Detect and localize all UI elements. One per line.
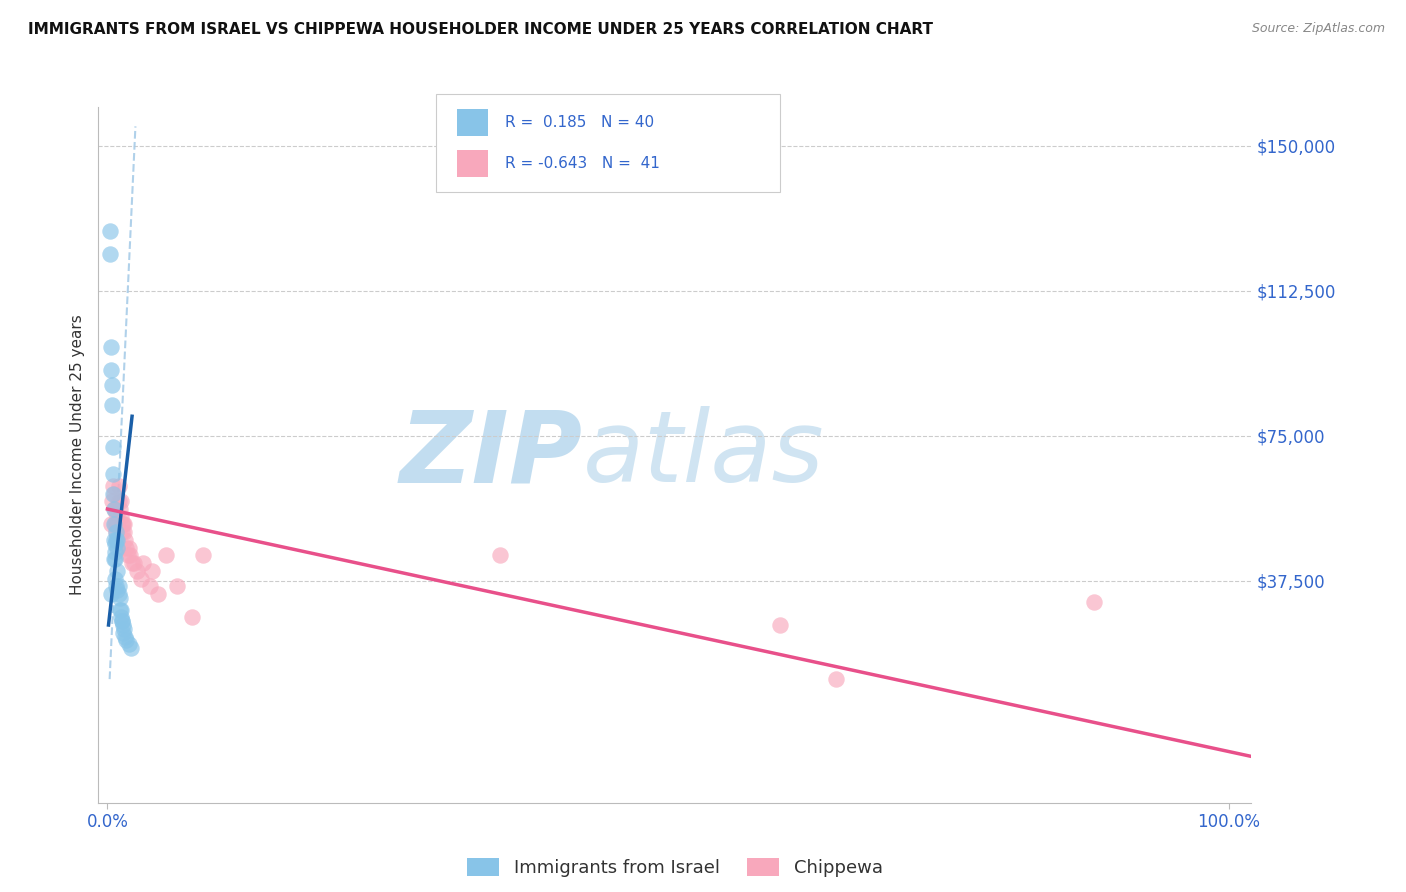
Point bbox=[115, 633, 138, 648]
Point bbox=[103, 502, 125, 516]
Point bbox=[100, 587, 122, 601]
Point bbox=[112, 525, 135, 540]
Point bbox=[103, 502, 125, 516]
Point bbox=[155, 549, 177, 563]
Point bbox=[118, 637, 141, 651]
Legend: Immigrants from Israel, Chippewa: Immigrants from Israel, Chippewa bbox=[460, 851, 890, 884]
Point bbox=[125, 564, 148, 578]
Point bbox=[112, 517, 135, 532]
Point bbox=[146, 587, 169, 601]
Point bbox=[825, 672, 848, 686]
Point bbox=[104, 502, 127, 516]
Point bbox=[110, 494, 132, 508]
Point bbox=[107, 564, 129, 578]
Point bbox=[105, 525, 128, 540]
Point bbox=[180, 610, 202, 624]
Text: atlas: atlas bbox=[582, 407, 824, 503]
Point bbox=[101, 467, 124, 482]
Point bbox=[104, 572, 127, 586]
Point bbox=[100, 340, 122, 354]
Point bbox=[117, 549, 139, 563]
Point bbox=[104, 517, 127, 532]
Point bbox=[141, 564, 163, 578]
Point bbox=[121, 556, 143, 570]
Point bbox=[111, 614, 134, 628]
Point bbox=[110, 610, 132, 624]
Point bbox=[1083, 595, 1105, 609]
Point bbox=[107, 533, 129, 547]
Point bbox=[101, 494, 124, 508]
Point bbox=[110, 509, 132, 524]
Text: IMMIGRANTS FROM ISRAEL VS CHIPPEWA HOUSEHOLDER INCOME UNDER 25 YEARS CORRELATION: IMMIGRANTS FROM ISRAEL VS CHIPPEWA HOUSE… bbox=[28, 22, 934, 37]
Text: R = -0.643   N =  41: R = -0.643 N = 41 bbox=[505, 156, 659, 170]
Y-axis label: Householder Income Under 25 years: Householder Income Under 25 years bbox=[69, 315, 84, 595]
Point bbox=[118, 541, 141, 555]
Point bbox=[139, 579, 162, 593]
Point bbox=[101, 479, 124, 493]
Point bbox=[98, 224, 121, 238]
Point bbox=[104, 537, 127, 551]
Point bbox=[108, 591, 131, 605]
Point bbox=[101, 486, 124, 500]
Point bbox=[114, 630, 136, 644]
Point bbox=[104, 552, 127, 566]
Point bbox=[120, 641, 142, 656]
Point bbox=[110, 602, 132, 616]
Point bbox=[107, 579, 129, 593]
Point bbox=[489, 549, 512, 563]
Point bbox=[100, 363, 122, 377]
Point bbox=[103, 486, 125, 500]
Point bbox=[105, 579, 128, 593]
Point bbox=[108, 502, 131, 516]
Point bbox=[107, 583, 129, 598]
Point bbox=[100, 517, 122, 532]
Point bbox=[112, 625, 135, 640]
Text: R =  0.185   N = 40: R = 0.185 N = 40 bbox=[505, 115, 654, 129]
Point bbox=[105, 533, 128, 547]
Point bbox=[124, 556, 146, 570]
Point bbox=[111, 614, 134, 628]
Point bbox=[111, 525, 134, 540]
Point bbox=[101, 378, 124, 392]
Point bbox=[112, 622, 135, 636]
Point bbox=[101, 398, 124, 412]
Point bbox=[103, 517, 125, 532]
Text: Source: ZipAtlas.com: Source: ZipAtlas.com bbox=[1251, 22, 1385, 36]
Point bbox=[107, 479, 129, 493]
Point bbox=[104, 544, 127, 558]
Point bbox=[129, 572, 152, 586]
Point bbox=[98, 247, 121, 261]
Text: ZIP: ZIP bbox=[399, 407, 582, 503]
Point bbox=[103, 533, 125, 547]
Point bbox=[107, 517, 129, 532]
Point bbox=[101, 440, 124, 454]
Point bbox=[111, 517, 134, 532]
Point bbox=[105, 506, 128, 520]
Point bbox=[107, 587, 129, 601]
Point bbox=[132, 556, 155, 570]
Point bbox=[769, 618, 792, 632]
Point bbox=[103, 552, 125, 566]
Point bbox=[105, 525, 128, 540]
Point bbox=[114, 533, 136, 547]
Point bbox=[112, 618, 135, 632]
Point bbox=[118, 549, 141, 563]
Point bbox=[107, 541, 129, 555]
Point bbox=[191, 549, 214, 563]
Point bbox=[166, 579, 188, 593]
Point bbox=[115, 541, 138, 555]
Point bbox=[107, 494, 129, 508]
Point bbox=[112, 517, 135, 532]
Point bbox=[108, 602, 131, 616]
